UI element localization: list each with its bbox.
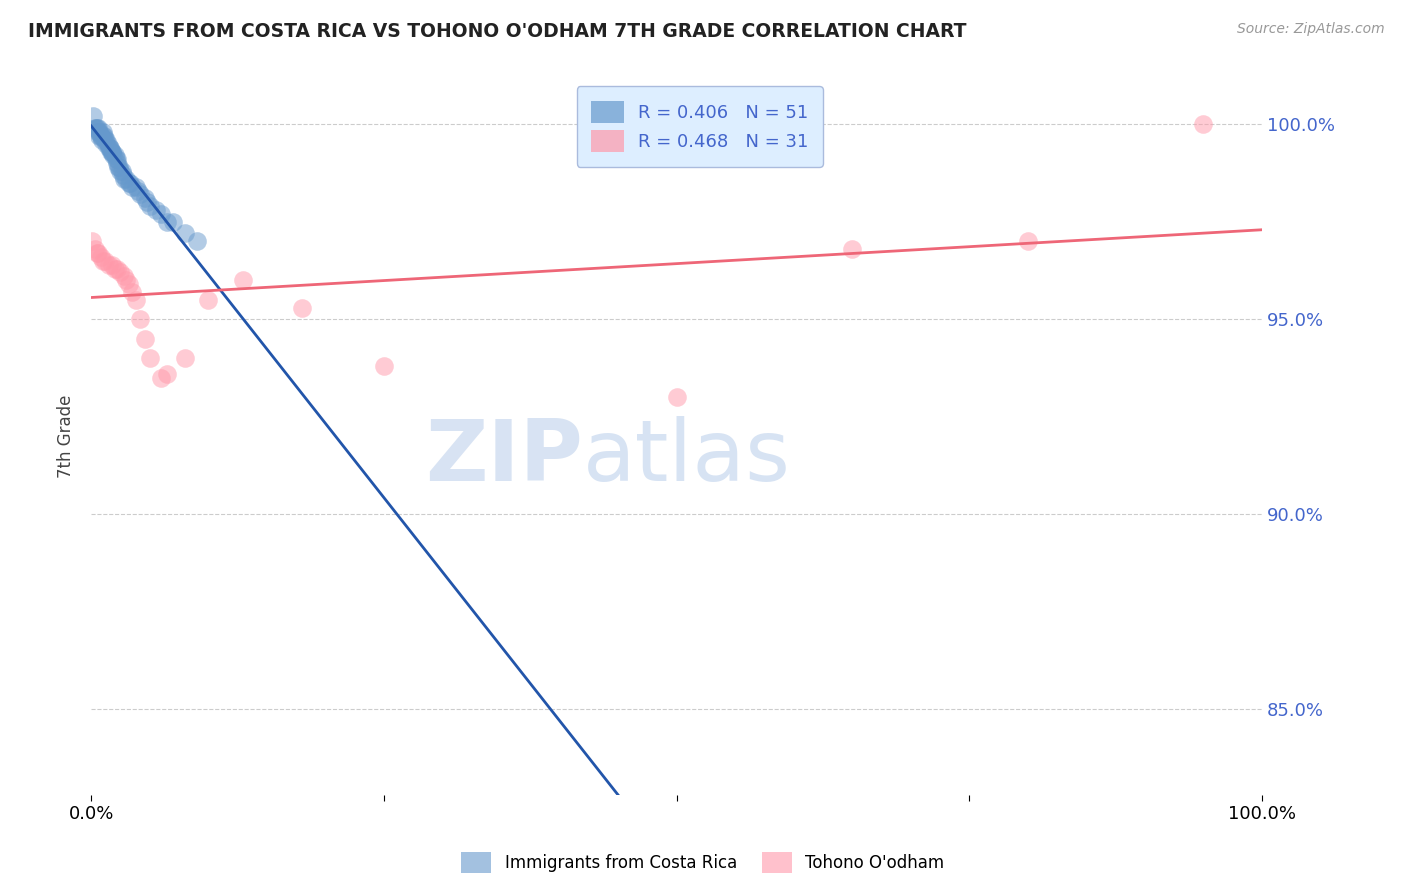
Point (91, 253, 114, 268)
Point (173, 351, 195, 366)
Point (84, 121, 107, 136)
Point (103, 148, 125, 162)
Point (93, 128, 115, 143)
Point (91, 125, 114, 139)
Point (373, 359, 395, 373)
Point (291, 301, 314, 315)
Point (1017, 234, 1039, 248)
Point (100, 145, 122, 159)
Point (117, 176, 139, 190)
Point (96, 136, 118, 151)
Point (110, 265, 132, 279)
Point (86, 121, 108, 136)
Point (121, 179, 143, 194)
Point (87, 246, 110, 260)
Point (97, 258, 120, 272)
Point (124, 179, 146, 194)
Point (121, 285, 143, 299)
Point (115, 273, 138, 287)
Point (129, 312, 152, 326)
Point (173, 227, 195, 241)
Point (82, 234, 104, 248)
Point (145, 202, 167, 217)
Point (87, 125, 110, 139)
Point (107, 160, 129, 174)
Text: ZIP: ZIP (425, 417, 583, 500)
Point (105, 156, 128, 170)
Y-axis label: 7th Grade: 7th Grade (58, 394, 75, 478)
Point (156, 367, 179, 381)
Point (103, 261, 125, 276)
Point (112, 269, 135, 284)
Point (841, 242, 863, 256)
Point (232, 273, 254, 287)
Point (110, 164, 132, 178)
Point (105, 153, 128, 167)
Point (98, 141, 121, 155)
Point (89, 128, 111, 143)
Point (111, 168, 134, 182)
Point (115, 171, 138, 186)
Point (101, 258, 124, 272)
Legend: R = 0.406   N = 51, R = 0.468   N = 31: R = 0.406 N = 51, R = 0.468 N = 31 (576, 87, 823, 167)
Point (94, 133, 117, 147)
Point (162, 215, 184, 229)
Point (83, 121, 105, 136)
Point (89, 128, 111, 143)
Point (117, 277, 139, 292)
Text: Source: ZipAtlas.com: Source: ZipAtlas.com (1237, 22, 1385, 37)
Point (89, 250, 111, 264)
Point (108, 160, 131, 174)
Point (91, 128, 114, 143)
Point (186, 234, 208, 248)
Point (104, 153, 127, 167)
Point (89, 125, 111, 139)
Point (118, 176, 141, 190)
Point (87, 121, 110, 136)
Point (90, 133, 112, 147)
Legend: Immigrants from Costa Rica, Tohono O'odham: Immigrants from Costa Rica, Tohono O'odh… (454, 846, 952, 880)
Text: atlas: atlas (583, 417, 790, 500)
Point (97, 141, 120, 155)
Point (86, 246, 108, 260)
Point (110, 164, 132, 178)
Point (112, 171, 135, 186)
Point (136, 195, 159, 210)
Point (96, 133, 118, 147)
Point (98, 141, 121, 155)
Point (138, 351, 160, 366)
Point (134, 191, 156, 205)
Point (127, 184, 149, 198)
Point (83, 242, 105, 256)
Text: IMMIGRANTS FROM COSTA RICA VS TOHONO O'ODHAM 7TH GRADE CORRELATION CHART: IMMIGRANTS FROM COSTA RICA VS TOHONO O'O… (28, 22, 966, 41)
Point (665, 390, 688, 404)
Point (124, 293, 146, 307)
Point (101, 145, 124, 159)
Point (82, 110, 104, 124)
Point (134, 332, 156, 346)
Point (101, 145, 124, 159)
Point (150, 370, 173, 384)
Point (150, 207, 173, 221)
Point (129, 187, 152, 202)
Point (96, 136, 118, 151)
Point (105, 261, 128, 276)
Point (1192, 117, 1215, 131)
Point (138, 199, 160, 213)
Point (103, 148, 125, 162)
Point (94, 253, 117, 268)
Point (156, 215, 179, 229)
Point (197, 293, 219, 307)
Point (89, 128, 111, 143)
